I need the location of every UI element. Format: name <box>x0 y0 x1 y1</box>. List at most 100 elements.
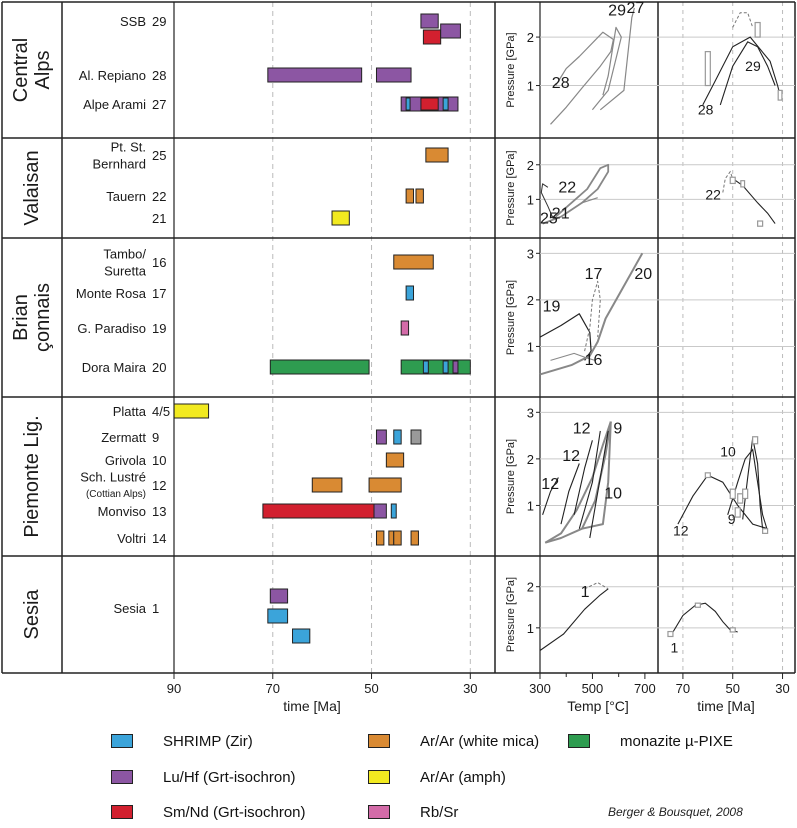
row-number: 12 <box>152 478 166 493</box>
age-bar <box>269 359 370 375</box>
time-path-label: 10 <box>720 444 736 460</box>
group-name: Valaisan <box>21 150 43 225</box>
group-name-line: çonnais <box>32 283 54 352</box>
age-bar <box>311 477 343 493</box>
group-name-line: Alps <box>32 51 54 90</box>
legend-label: SHRIMP (Zir) <box>163 732 253 750</box>
pt-path <box>599 7 635 111</box>
legend-label: Rb/Sr <box>420 803 459 821</box>
age-bar <box>375 530 385 546</box>
age-box <box>667 630 674 638</box>
age-bar <box>269 588 289 604</box>
pt-path <box>550 31 614 125</box>
time-tick-label: 90 <box>167 681 181 696</box>
small-time-tick-label: 70 <box>676 681 690 696</box>
row-number: 19 <box>152 321 166 336</box>
row-label: (Cottian Alps) <box>86 489 146 500</box>
row-number: 21 <box>152 211 166 226</box>
pt-path-label: 12 <box>562 448 580 465</box>
legend-label: Sm/Nd (Grt-isochron) <box>163 803 306 821</box>
time-path-label: 12 <box>673 523 689 539</box>
row-number: 29 <box>152 14 166 29</box>
pressure-tick-label: 2 <box>527 158 534 173</box>
time-pt-path <box>702 36 781 106</box>
row-label: Al. Repiano <box>79 68 146 83</box>
pt-path <box>589 430 609 539</box>
pt-path-label: 27 <box>627 0 645 17</box>
group-name: Sesia <box>21 589 43 640</box>
age-bar <box>368 477 402 493</box>
age-box <box>740 180 746 188</box>
time-axis-label: time [Ma] <box>283 698 341 714</box>
age-bar <box>390 503 397 519</box>
age-bar <box>267 608 289 624</box>
pt-path <box>544 421 612 544</box>
pt-path <box>560 463 580 525</box>
legend-label: Lu/Hf (Grt-isochron) <box>163 768 296 786</box>
group-name: Briançonnais <box>10 283 54 352</box>
age-bar <box>442 97 449 111</box>
time-tick-label: 50 <box>364 681 378 696</box>
legend-swatch <box>368 770 390 784</box>
row-number: 14 <box>152 531 166 546</box>
time-path-label: 29 <box>745 58 761 74</box>
group-name: CentralAlps <box>10 38 54 102</box>
row-label: G. Paradiso <box>77 321 146 336</box>
row-label: Zermatt <box>101 430 146 445</box>
row-label: Grivola <box>105 453 147 468</box>
pt-path <box>544 421 612 544</box>
pressure-tick-label: 2 <box>527 30 534 45</box>
age-bar <box>388 530 395 546</box>
legend-swatch <box>111 734 133 748</box>
temp-tick-label: 300 <box>529 681 551 696</box>
pt-path-label: 29 <box>608 2 626 19</box>
pressure-tick-label: 3 <box>527 405 534 420</box>
pt-path-label: 20 <box>634 266 652 283</box>
temp-axis-label: Temp [°C] <box>567 698 629 714</box>
age-bar <box>400 359 471 375</box>
pt-path-label: 22 <box>558 179 576 196</box>
time-pt-path <box>732 12 754 28</box>
pressure-axis-label: Pressure [GPa] <box>505 150 517 225</box>
row-label: Voltri <box>117 531 146 546</box>
credit: Berger & Bousquet, 2008 <box>608 805 743 819</box>
age-bar <box>420 13 439 29</box>
legend-swatch <box>111 770 133 784</box>
legend-item-arar_amph: Ar/Ar (amph) <box>368 766 506 788</box>
row-number: 17 <box>152 286 166 301</box>
row-label: Tambo/ <box>103 247 146 262</box>
time-pt-path <box>670 602 738 637</box>
time-tick-label: 30 <box>463 681 477 696</box>
age-bar <box>405 97 411 111</box>
group-name: Piemonte Lig. <box>21 415 43 537</box>
age-box <box>729 627 736 633</box>
legend-swatch <box>111 805 133 819</box>
age-box <box>694 602 701 608</box>
row-label: Sesia <box>113 601 146 616</box>
pressure-tick-label: 1 <box>527 192 534 207</box>
row-number: 16 <box>152 255 166 270</box>
time-pt-path <box>727 448 769 532</box>
row-number: 20 <box>152 360 166 375</box>
pt-path-label: 12 <box>541 476 559 493</box>
group-name-line: Brian <box>10 294 32 341</box>
age-bar <box>375 67 412 83</box>
age-bar <box>422 29 442 45</box>
age-bar <box>422 360 429 374</box>
time-pt-path <box>677 474 768 530</box>
legend-swatch <box>368 805 390 819</box>
age-bar <box>331 210 350 226</box>
pt-path-label: 1 <box>581 584 590 601</box>
age-bar <box>452 360 459 374</box>
legend-swatch <box>568 734 590 748</box>
pt-path <box>550 352 596 361</box>
age-box <box>742 488 749 500</box>
age-bar <box>173 403 210 419</box>
pt-path-label: 12 <box>573 420 591 437</box>
pt-path <box>581 421 612 530</box>
age-bar <box>292 628 311 644</box>
age-box <box>757 220 764 227</box>
legend-item-smnd: Sm/Nd (Grt-isochron) <box>111 801 306 823</box>
pressure-tick-label: 1 <box>527 79 534 94</box>
